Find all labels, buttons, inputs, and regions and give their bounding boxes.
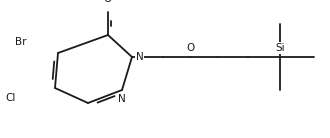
Text: N: N (136, 52, 144, 62)
Text: Cl: Cl (6, 93, 16, 103)
Text: Si: Si (275, 43, 285, 53)
Text: Br: Br (15, 37, 26, 47)
Text: O: O (186, 43, 194, 53)
Text: N: N (118, 94, 126, 104)
Text: O: O (104, 0, 112, 4)
